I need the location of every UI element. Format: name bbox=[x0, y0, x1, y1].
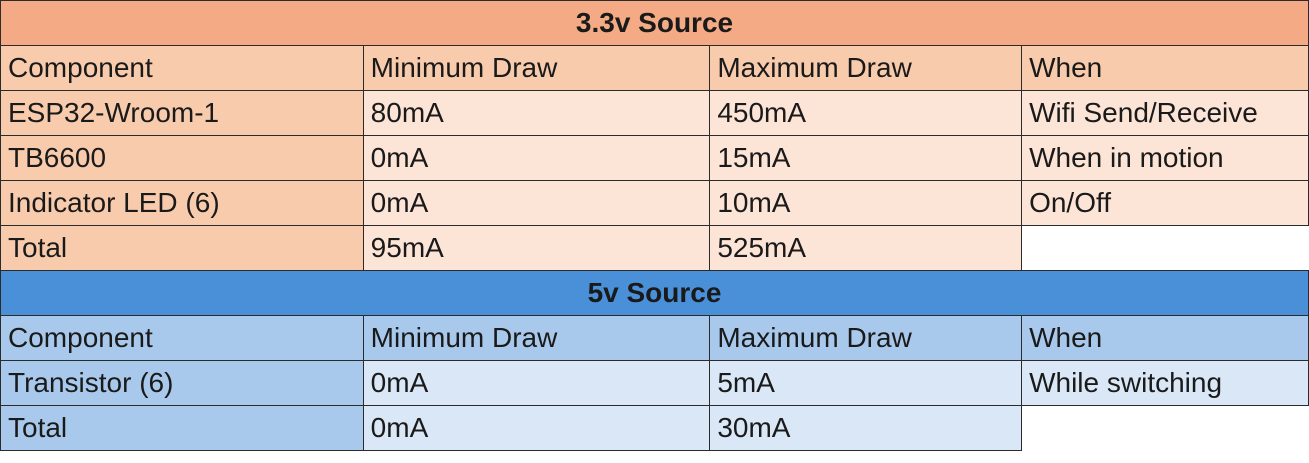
min-draw-cell: 0mA bbox=[362, 135, 711, 181]
total-row-33: Total 95mA 525mA bbox=[0, 225, 1309, 271]
component-cell: ESP32-Wroom-1 bbox=[0, 90, 364, 136]
table-row: ESP32-Wroom-1 80mA 450mA Wifi Send/Recei… bbox=[0, 90, 1309, 136]
header-minimum-draw: Minimum Draw bbox=[362, 315, 711, 361]
max-draw-cell: 450mA bbox=[709, 90, 1023, 136]
section-title-row-5: 5v Source bbox=[0, 270, 1309, 316]
table-row: TB6600 0mA 15mA When in motion bbox=[0, 135, 1309, 181]
section-title-33: 3.3v Source bbox=[0, 0, 1309, 46]
power-draw-table: 3.3v Source Component Minimum Draw Maxim… bbox=[0, 0, 1309, 451]
total-label: Total bbox=[0, 405, 364, 451]
table-row: Transistor (6) 0mA 5mA While switching bbox=[0, 360, 1309, 406]
header-maximum-draw: Maximum Draw bbox=[709, 315, 1023, 361]
total-max-draw: 525mA bbox=[709, 225, 1023, 271]
total-min-draw: 0mA bbox=[362, 405, 711, 451]
min-draw-cell: 0mA bbox=[362, 180, 711, 226]
header-component: Component bbox=[0, 315, 364, 361]
section-title-row-33: 3.3v Source bbox=[0, 0, 1309, 46]
empty-cell bbox=[1021, 225, 1309, 271]
max-draw-cell: 10mA bbox=[709, 180, 1023, 226]
table-row: Indicator LED (6) 0mA 10mA On/Off bbox=[0, 180, 1309, 226]
total-min-draw: 95mA bbox=[362, 225, 711, 271]
total-max-draw: 30mA bbox=[709, 405, 1023, 451]
max-draw-cell: 15mA bbox=[709, 135, 1023, 181]
when-cell: While switching bbox=[1021, 360, 1309, 406]
section-title-5: 5v Source bbox=[0, 270, 1309, 316]
empty-cell bbox=[1021, 405, 1309, 451]
component-cell: Indicator LED (6) bbox=[0, 180, 364, 226]
when-cell: When in motion bbox=[1021, 135, 1309, 181]
header-maximum-draw: Maximum Draw bbox=[709, 45, 1023, 91]
total-row-5: Total 0mA 30mA bbox=[0, 405, 1309, 451]
component-cell: TB6600 bbox=[0, 135, 364, 181]
total-label: Total bbox=[0, 225, 364, 271]
when-cell: Wifi Send/Receive bbox=[1021, 90, 1309, 136]
min-draw-cell: 80mA bbox=[362, 90, 711, 136]
header-when: When bbox=[1021, 315, 1309, 361]
when-cell: On/Off bbox=[1021, 180, 1309, 226]
header-component: Component bbox=[0, 45, 364, 91]
header-minimum-draw: Minimum Draw bbox=[362, 45, 711, 91]
header-row-5: Component Minimum Draw Maximum Draw When bbox=[0, 315, 1309, 361]
min-draw-cell: 0mA bbox=[362, 360, 711, 406]
max-draw-cell: 5mA bbox=[709, 360, 1023, 406]
header-when: When bbox=[1021, 45, 1309, 91]
header-row-33: Component Minimum Draw Maximum Draw When bbox=[0, 45, 1309, 91]
component-cell: Transistor (6) bbox=[0, 360, 364, 406]
